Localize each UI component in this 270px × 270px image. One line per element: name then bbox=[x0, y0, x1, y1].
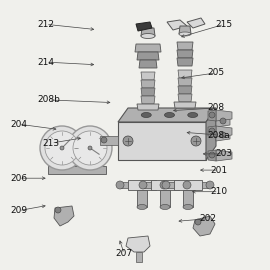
Circle shape bbox=[116, 181, 124, 189]
Ellipse shape bbox=[179, 32, 191, 36]
Circle shape bbox=[60, 146, 64, 150]
Polygon shape bbox=[193, 216, 215, 236]
Text: 205: 205 bbox=[207, 68, 225, 77]
Polygon shape bbox=[177, 42, 193, 50]
Polygon shape bbox=[128, 180, 156, 190]
Circle shape bbox=[55, 207, 61, 213]
Text: 214: 214 bbox=[38, 58, 54, 67]
Text: 203: 203 bbox=[215, 149, 233, 158]
Polygon shape bbox=[208, 126, 216, 137]
Circle shape bbox=[123, 136, 133, 146]
Circle shape bbox=[160, 181, 168, 189]
Polygon shape bbox=[141, 28, 155, 36]
Ellipse shape bbox=[141, 113, 151, 117]
Polygon shape bbox=[160, 190, 170, 207]
Polygon shape bbox=[208, 110, 216, 121]
Circle shape bbox=[45, 131, 79, 165]
Polygon shape bbox=[136, 22, 152, 31]
Polygon shape bbox=[118, 108, 216, 122]
Circle shape bbox=[73, 131, 107, 165]
Polygon shape bbox=[187, 18, 205, 28]
Polygon shape bbox=[139, 60, 157, 68]
Text: 212: 212 bbox=[38, 20, 54, 29]
Polygon shape bbox=[167, 20, 187, 30]
Polygon shape bbox=[135, 44, 161, 52]
Polygon shape bbox=[177, 58, 193, 66]
Polygon shape bbox=[156, 182, 164, 188]
Text: 206: 206 bbox=[10, 174, 28, 183]
Circle shape bbox=[183, 181, 191, 189]
Ellipse shape bbox=[183, 204, 193, 210]
Ellipse shape bbox=[137, 204, 147, 210]
Circle shape bbox=[206, 181, 214, 189]
Polygon shape bbox=[141, 80, 155, 88]
Polygon shape bbox=[178, 70, 192, 78]
Polygon shape bbox=[136, 252, 142, 262]
Polygon shape bbox=[178, 94, 192, 102]
Polygon shape bbox=[141, 72, 155, 80]
Circle shape bbox=[40, 126, 84, 170]
Circle shape bbox=[209, 152, 215, 158]
Circle shape bbox=[191, 136, 201, 146]
Circle shape bbox=[195, 219, 201, 225]
Polygon shape bbox=[151, 180, 179, 190]
Polygon shape bbox=[174, 102, 196, 108]
Polygon shape bbox=[166, 182, 174, 188]
Circle shape bbox=[162, 181, 170, 189]
Bar bbox=[118, 122, 206, 160]
Polygon shape bbox=[216, 150, 232, 161]
Polygon shape bbox=[178, 86, 192, 94]
Polygon shape bbox=[137, 52, 159, 60]
Ellipse shape bbox=[141, 33, 155, 39]
Polygon shape bbox=[137, 104, 159, 110]
Text: 204: 204 bbox=[11, 120, 27, 129]
Circle shape bbox=[209, 112, 215, 118]
Circle shape bbox=[220, 118, 226, 124]
Polygon shape bbox=[141, 88, 155, 96]
Polygon shape bbox=[178, 78, 192, 86]
Ellipse shape bbox=[188, 113, 198, 117]
Text: 201: 201 bbox=[210, 166, 227, 175]
Text: 213: 213 bbox=[43, 139, 60, 148]
Circle shape bbox=[209, 128, 215, 134]
Polygon shape bbox=[126, 236, 150, 252]
Circle shape bbox=[68, 126, 112, 170]
Polygon shape bbox=[179, 182, 187, 188]
Bar bbox=[48, 166, 106, 174]
Text: 215: 215 bbox=[215, 20, 233, 29]
Polygon shape bbox=[202, 182, 210, 188]
Ellipse shape bbox=[160, 204, 170, 210]
Polygon shape bbox=[206, 108, 216, 160]
Text: 202: 202 bbox=[200, 214, 216, 223]
Polygon shape bbox=[120, 182, 128, 188]
Text: 207: 207 bbox=[116, 249, 133, 258]
Polygon shape bbox=[216, 126, 232, 137]
Text: 208a: 208a bbox=[207, 130, 230, 140]
Polygon shape bbox=[216, 116, 230, 127]
Text: 208: 208 bbox=[207, 103, 225, 113]
Bar bbox=[100, 136, 118, 145]
Circle shape bbox=[88, 146, 92, 150]
Polygon shape bbox=[174, 180, 202, 190]
Polygon shape bbox=[137, 190, 147, 207]
Circle shape bbox=[220, 132, 226, 138]
Ellipse shape bbox=[164, 113, 174, 117]
Text: 209: 209 bbox=[10, 206, 28, 215]
Polygon shape bbox=[179, 26, 191, 34]
Polygon shape bbox=[141, 96, 155, 104]
Polygon shape bbox=[177, 50, 193, 58]
Text: 208b: 208b bbox=[37, 95, 60, 104]
Text: 210: 210 bbox=[210, 187, 227, 196]
Polygon shape bbox=[54, 206, 74, 226]
Polygon shape bbox=[208, 150, 216, 161]
Polygon shape bbox=[183, 190, 193, 207]
Circle shape bbox=[139, 181, 147, 189]
Polygon shape bbox=[216, 130, 230, 141]
Polygon shape bbox=[216, 110, 232, 121]
Circle shape bbox=[101, 137, 107, 143]
Polygon shape bbox=[143, 182, 151, 188]
